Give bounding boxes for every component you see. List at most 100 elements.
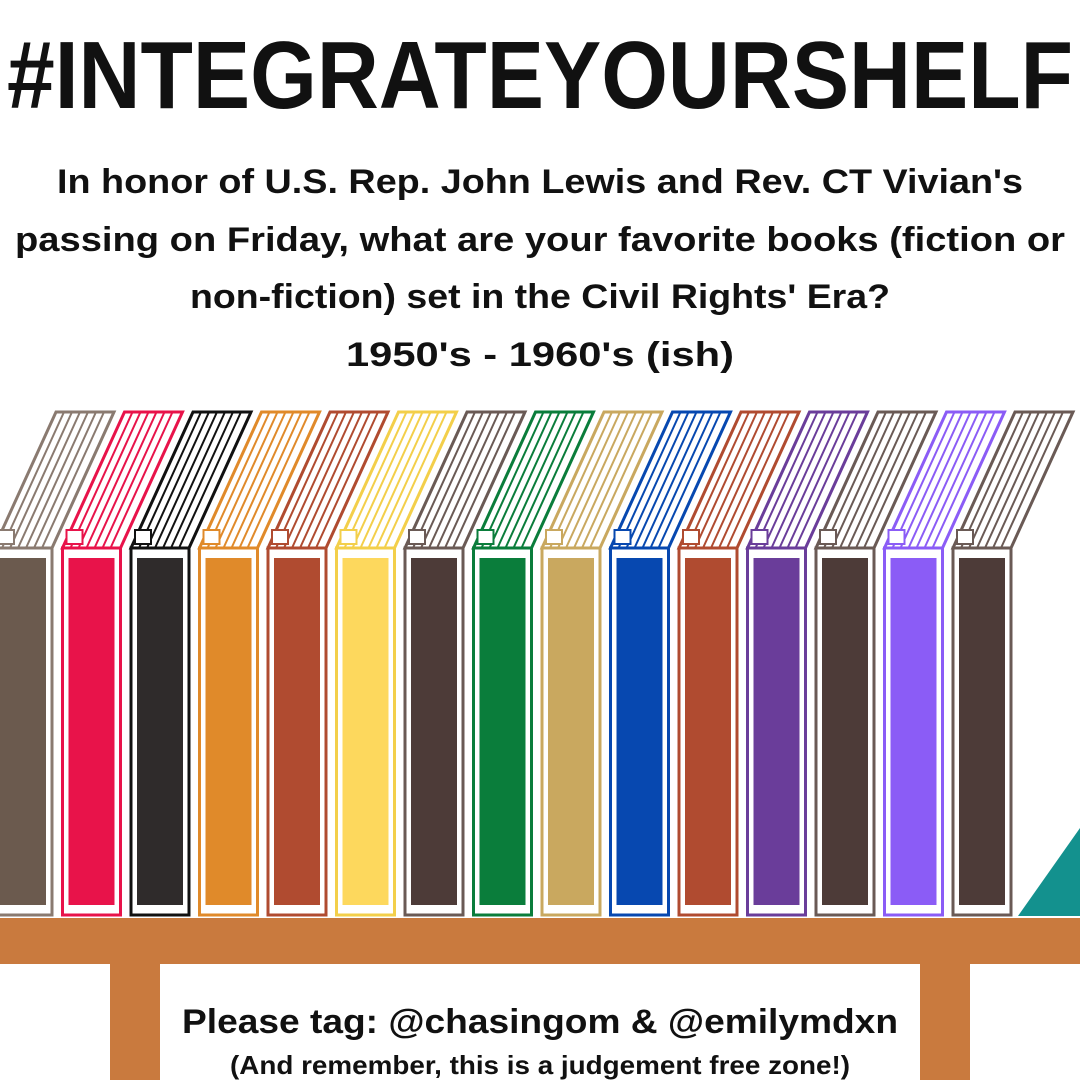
book-tab [682, 529, 700, 545]
book-tab [271, 529, 289, 545]
book-spine [753, 558, 800, 905]
book-spine [137, 558, 183, 905]
book-tab [65, 529, 84, 545]
page-stripe [170, 411, 234, 549]
page-stripe [146, 411, 210, 549]
page-stripe [154, 411, 218, 549]
page-stripe [230, 411, 295, 549]
book-tab [408, 529, 426, 545]
page-stripe [823, 411, 887, 549]
page-stripe [9, 411, 73, 549]
page-stripe [694, 411, 758, 549]
page-stripe [617, 411, 682, 549]
page-stripe [633, 411, 698, 549]
page-stripe [702, 411, 766, 549]
page-stripe [93, 411, 158, 549]
page-stripe [641, 411, 706, 549]
page-stripe [1, 411, 65, 549]
page-stripe [138, 411, 202, 549]
page-stripe [686, 411, 750, 549]
page-stripe [315, 411, 379, 549]
page-stripe [444, 411, 508, 549]
book-spine [479, 558, 526, 905]
page-stripe [762, 411, 827, 549]
page-stripe [33, 411, 97, 549]
page-stripe [283, 411, 347, 549]
book-spine [411, 558, 457, 905]
book-spine [890, 558, 937, 905]
page-stripe [754, 411, 819, 549]
page-stripe [855, 411, 919, 549]
page-stripe [657, 411, 722, 549]
book-spine [274, 558, 320, 905]
page-stripe [512, 411, 577, 549]
page-stripe [452, 411, 516, 549]
page-stripe [480, 411, 545, 549]
body-line: 1950's - 1960's (ish) [346, 336, 734, 374]
page-stripe [960, 411, 1024, 549]
page-stripe [307, 411, 371, 549]
book-tab [476, 529, 495, 545]
page-stripe [931, 411, 996, 549]
book-spine [205, 558, 252, 905]
book-spine [0, 558, 46, 905]
page-stripe [710, 411, 774, 549]
book-tab [613, 529, 632, 545]
page-stripe [520, 411, 585, 549]
page-stripe [581, 411, 645, 549]
page-stripe [383, 411, 448, 549]
page-stripe [831, 411, 895, 549]
page-stripe [291, 411, 355, 549]
page-stripe [770, 411, 835, 549]
book-tab [0, 529, 15, 545]
page-stripe [625, 411, 690, 549]
page-stripe [794, 411, 859, 549]
shelf-leg [920, 964, 970, 1080]
book-tab [545, 529, 563, 545]
page-stripe [915, 411, 980, 549]
book-spine [959, 558, 1005, 905]
page-stripe [968, 411, 1032, 549]
page-stripe [162, 411, 226, 549]
page-stripe [299, 411, 363, 549]
footer-box [160, 980, 920, 1080]
page-stripe [222, 411, 287, 549]
page-stripe [214, 411, 279, 549]
page-stripe [589, 411, 653, 549]
book-tab [339, 529, 358, 545]
page-stripe [504, 411, 569, 549]
page-stripe [428, 411, 492, 549]
book-spine [548, 558, 594, 905]
page-stripe [976, 411, 1040, 549]
book-spine [685, 558, 731, 905]
bookshelf [0, 410, 1076, 917]
page-stripe [863, 411, 927, 549]
page-stripe [786, 411, 851, 549]
shelf [0, 918, 1080, 964]
book-spine [342, 558, 389, 905]
book-tab [202, 529, 221, 545]
page-stripe [77, 411, 142, 549]
page-stripe [351, 411, 416, 549]
page-stripe [69, 411, 134, 549]
page-stripe [367, 411, 432, 549]
page-stripe [178, 411, 242, 549]
book-tab [750, 529, 769, 545]
page-stripe [496, 411, 561, 549]
page-stripe [847, 411, 911, 549]
page-stripe [907, 411, 972, 549]
page-stripe [375, 411, 440, 549]
page-stripe [359, 411, 424, 549]
page-stripe [101, 411, 166, 549]
page-stripe [238, 411, 303, 549]
note: (And remember, this is a judgement free … [230, 1050, 850, 1080]
book-tab [819, 529, 837, 545]
page-stripe [726, 411, 790, 549]
book-spine [68, 558, 115, 905]
page-stripe [557, 411, 621, 549]
page-stripe [17, 411, 81, 549]
page-stripe [839, 411, 903, 549]
page-stripe [718, 411, 782, 549]
